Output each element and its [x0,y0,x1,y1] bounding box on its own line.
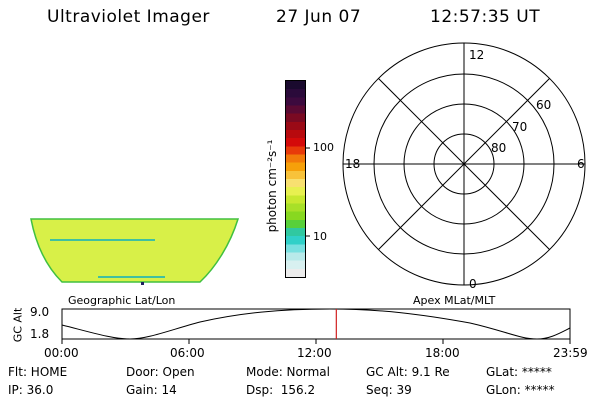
mlt-label-0: 0 [469,277,477,291]
status-gain: Gain: 14 [126,383,177,397]
colorbar-gradient [286,81,305,277]
lat-label-60: 60 [536,98,551,112]
altitude-xtick-0000: 00:00 [44,346,79,360]
status-seq: Seq: 39 [366,383,412,397]
altitude-xtick-1200: 12:00 [297,346,332,360]
status-glat: GLat: ***** [486,365,552,379]
time-label: 12:57:35 UT [430,7,541,27]
lat-label-80: 80 [491,141,506,155]
colorbar-tick-10: 10 [313,230,327,243]
status-gc-alt: GC Alt: 9.1 Re [366,365,450,379]
altitude-curve [61,308,571,340]
colorbar [285,80,306,278]
instrument-title: Ultraviolet Imager [47,7,210,27]
altitude-ytick-low: 1.8 [30,327,50,341]
geographic-label: Geographic Lat/Lon [68,294,176,307]
status-dsp: Dsp: 156.2 [246,383,316,397]
colorbar-tick-100: 100 [313,141,334,154]
altitude-xtick-0600: 06:00 [170,346,205,360]
image-pixel-marker [141,282,144,285]
mlt-label-18: 18 [345,157,360,171]
date-label: 27 Jun 07 [276,7,362,27]
mlt-label-6: 6 [577,157,585,171]
altitude-xtick-2359: 23:59 [553,346,588,360]
status-door: Door: Open [126,365,195,379]
altitude-x-ticks [61,339,571,344]
auroral-image-shape [30,218,240,283]
mlt-label-12: 12 [469,48,484,62]
apex-label: Apex MLat/MLT [413,294,496,307]
status-filter: Flt: HOME [8,365,68,379]
status-ip: IP: 36.0 [8,383,54,397]
status-mode: Mode: Normal [246,365,330,379]
lat-label-70: 70 [512,120,527,134]
altitude-xtick-1800: 18:00 [425,346,460,360]
altitude-plot-frame [61,308,571,340]
status-glon: GLon: ***** [486,383,555,397]
altitude-ytick-high: 9.0 [30,305,50,319]
